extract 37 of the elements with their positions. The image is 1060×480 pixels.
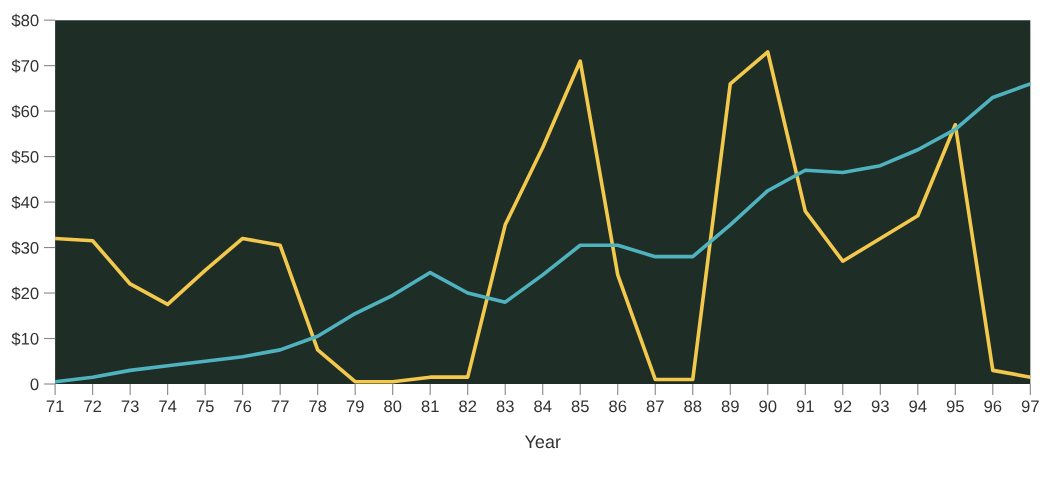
y-tick-label: $70 xyxy=(11,59,39,73)
x-tick-label: 76 xyxy=(234,400,252,413)
x-tick-label: 80 xyxy=(384,400,402,413)
x-tick-label: 93 xyxy=(871,400,889,413)
x-tick-label: 72 xyxy=(84,400,102,413)
x-tick-label: 73 xyxy=(121,400,139,413)
x-tick-label: 79 xyxy=(346,400,364,413)
x-tick-label: 94 xyxy=(909,400,927,413)
x-tick-label: 82 xyxy=(459,400,477,413)
x-tick-label: 91 xyxy=(796,400,814,413)
x-tick-label: 97 xyxy=(1021,400,1039,413)
x-tick-label: 78 xyxy=(309,400,327,413)
x-tick-label: 81 xyxy=(421,400,439,413)
x-tick-label: 95 xyxy=(946,400,964,413)
x-tick-label: 90 xyxy=(759,400,777,413)
x-tick-label: 86 xyxy=(609,400,627,413)
x-tick-label: 87 xyxy=(646,400,664,413)
x-tick-label: 88 xyxy=(684,400,702,413)
x-tick-label: 74 xyxy=(159,400,177,413)
y-tick-label: $60 xyxy=(11,104,39,119)
y-tick-label: $20 xyxy=(11,286,39,301)
x-tick-label: 83 xyxy=(496,400,514,413)
x-tick-label: 92 xyxy=(834,400,852,413)
y-tick-label: $50 xyxy=(11,150,39,164)
y-tick-label: 0 xyxy=(30,378,39,391)
x-axis-title: Year xyxy=(524,435,561,449)
x-tick-label: 71 xyxy=(46,400,64,413)
x-tick-label: 75 xyxy=(196,400,214,413)
x-tick-label: 85 xyxy=(571,400,589,413)
x-tick-label: 96 xyxy=(984,400,1002,413)
x-tick-label: 89 xyxy=(721,400,739,413)
y-tick-label: $80 xyxy=(11,13,39,28)
y-tick-label: $10 xyxy=(11,332,39,346)
y-tick-label: $40 xyxy=(11,195,39,210)
x-tick-label: 77 xyxy=(271,400,289,413)
x-tick-label: 84 xyxy=(534,400,552,413)
y-tick-label: $30 xyxy=(11,241,39,255)
